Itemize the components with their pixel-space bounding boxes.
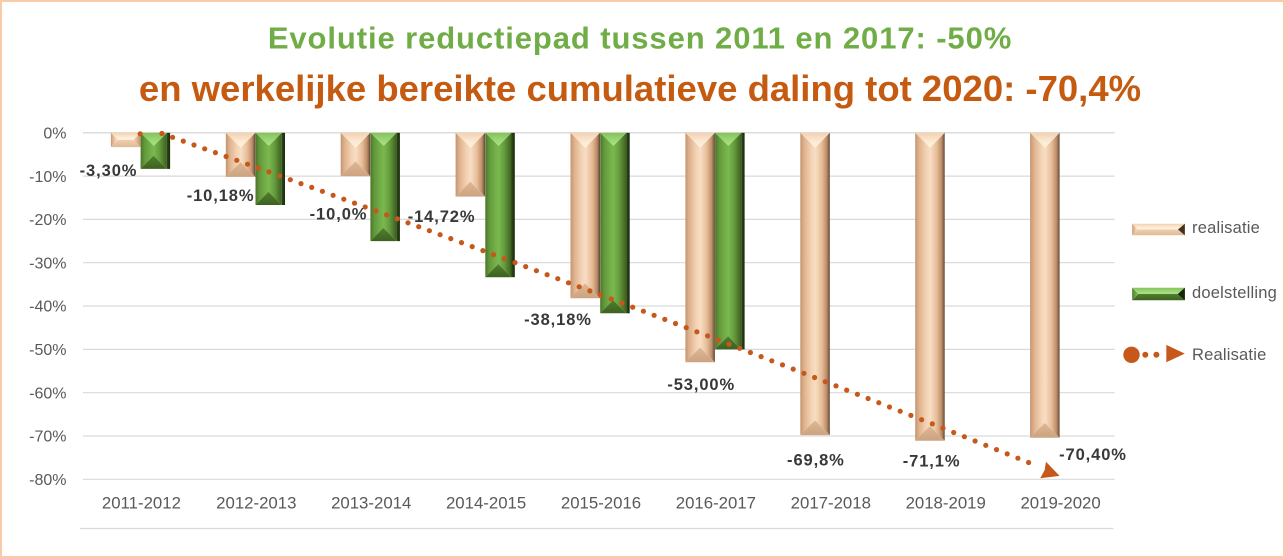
svg-text:2016-2017: 2016-2017 <box>676 493 756 512</box>
svg-text:-69,8%: -69,8% <box>787 451 845 469</box>
svg-text:-14,72%: -14,72% <box>408 208 476 226</box>
svg-text:-53,00%: -53,00% <box>667 376 735 394</box>
svg-text:-71,1%: -71,1% <box>903 453 961 471</box>
svg-text:doelstelling: doelstelling <box>1192 284 1277 302</box>
svg-text:-30%: -30% <box>29 255 66 272</box>
svg-text:-50%: -50% <box>29 342 66 359</box>
svg-text:2015-2016: 2015-2016 <box>561 493 641 512</box>
svg-text:2017-2018: 2017-2018 <box>791 493 871 512</box>
svg-text:2018-2019: 2018-2019 <box>906 493 986 512</box>
svg-text:Evolutie reductiepad tussen 20: Evolutie reductiepad tussen 2011 en 2017… <box>268 20 1012 55</box>
svg-text:-40%: -40% <box>29 299 66 316</box>
svg-text:-60%: -60% <box>29 385 66 402</box>
svg-text:realisatie: realisatie <box>1192 219 1260 237</box>
svg-text:en werkelijke bereikte cumulat: en werkelijke bereikte cumulatieve dalin… <box>139 68 1141 109</box>
svg-text:-80%: -80% <box>29 472 66 489</box>
svg-text:0%: 0% <box>43 126 66 143</box>
svg-text:-70,40%: -70,40% <box>1059 446 1127 464</box>
svg-text:2019-2020: 2019-2020 <box>1020 493 1100 512</box>
svg-text:-10,0%: -10,0% <box>310 205 368 223</box>
svg-text:-70%: -70% <box>29 429 66 446</box>
svg-text:-10%: -10% <box>29 169 66 186</box>
svg-text:-10,18%: -10,18% <box>187 187 255 205</box>
svg-text:-20%: -20% <box>29 212 66 229</box>
svg-text:2013-2014: 2013-2014 <box>331 493 411 512</box>
svg-text:Realisatie: Realisatie <box>1192 346 1266 364</box>
svg-text:2014-2015: 2014-2015 <box>446 493 526 512</box>
svg-text:2011-2012: 2011-2012 <box>102 493 181 512</box>
svg-text:-38,18%: -38,18% <box>524 311 592 329</box>
svg-text:-3,30%: -3,30% <box>80 162 138 180</box>
svg-text:2012-2013: 2012-2013 <box>216 493 296 512</box>
